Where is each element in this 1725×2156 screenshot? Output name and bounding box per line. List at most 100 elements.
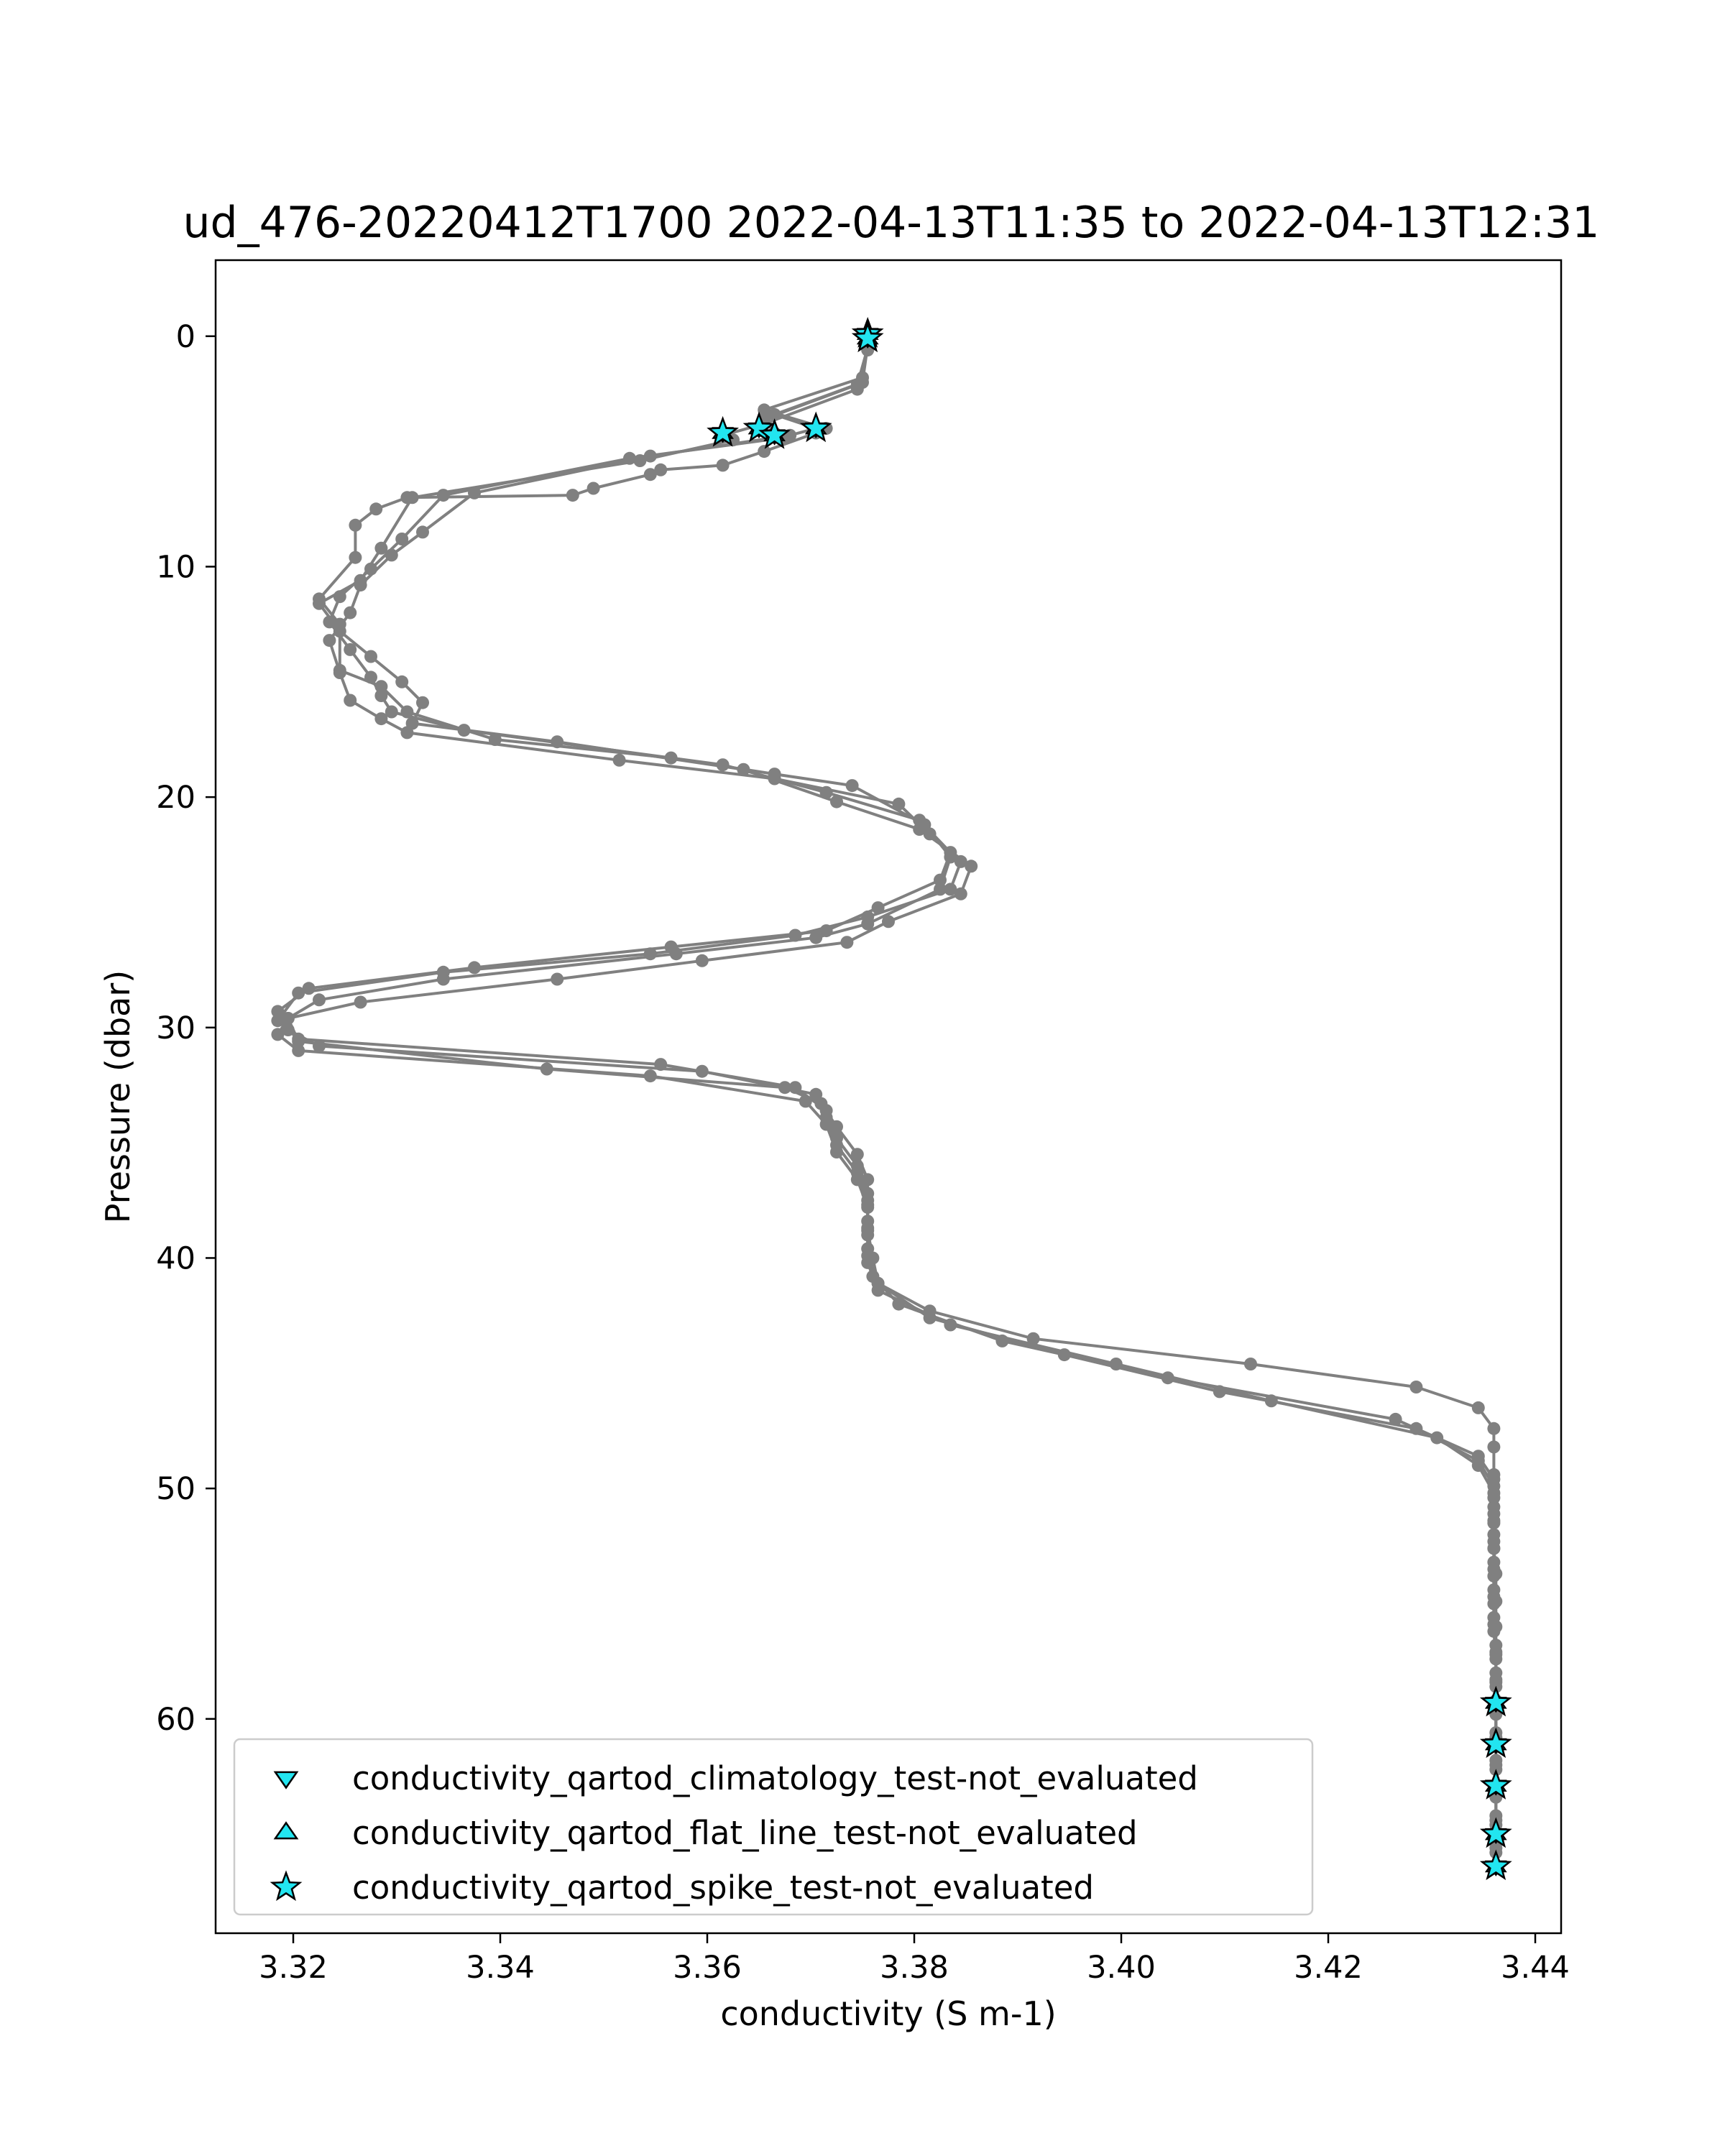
data-point <box>799 1095 812 1108</box>
legend: conductivity_qartod_climatology_test-not… <box>233 1738 1314 1916</box>
spike-marker <box>742 411 776 443</box>
data-point <box>954 854 967 868</box>
data-point <box>1389 1412 1402 1426</box>
data-point <box>395 533 409 545</box>
data-point <box>944 883 957 896</box>
y-tick-label: 10 <box>156 549 196 585</box>
data-point <box>1487 1597 1501 1611</box>
flag-marker-layer <box>707 317 1512 1881</box>
spike-marker <box>758 418 791 449</box>
data-point <box>292 1044 305 1057</box>
x-tick-label: 3.36 <box>673 1950 742 1986</box>
data-point <box>313 1039 326 1053</box>
data-point <box>1109 1358 1123 1370</box>
data-point <box>819 924 833 938</box>
x-tick-label: 3.44 <box>1501 1950 1570 1986</box>
spike-marker <box>851 321 884 353</box>
plot-area <box>271 317 1512 1881</box>
data-point <box>1487 1514 1501 1527</box>
data-point <box>369 502 383 516</box>
series-layer <box>271 329 1503 1859</box>
data-point <box>374 541 388 555</box>
x-tick-label: 3.34 <box>466 1950 535 1986</box>
data-point <box>1471 1459 1485 1473</box>
data-point <box>871 1284 885 1297</box>
data-point <box>882 915 895 929</box>
legend-marker-triangle-up <box>273 1821 299 1840</box>
data-point <box>344 642 357 656</box>
spike-marker <box>1479 1727 1512 1759</box>
data-point <box>654 463 668 476</box>
data-point <box>861 1228 875 1242</box>
y-tick-label: 0 <box>176 319 196 355</box>
data-point <box>333 666 346 679</box>
y-axis-ticks: 0 10 20 30 40 50 60 <box>156 319 216 1738</box>
data-point <box>1487 1542 1501 1555</box>
spike-marker <box>707 415 739 447</box>
spike-marker <box>1479 1849 1512 1881</box>
data-point <box>861 1200 875 1214</box>
spike-marker <box>799 411 832 443</box>
data-point <box>385 705 398 719</box>
data-point <box>323 615 336 629</box>
data-point <box>405 491 419 505</box>
data-point <box>954 887 967 900</box>
spike-marker <box>1479 1769 1512 1800</box>
data-point <box>1487 1570 1501 1583</box>
plot-frame <box>214 259 1563 1935</box>
data-point <box>758 445 771 459</box>
spike-marker <box>1479 1817 1512 1848</box>
legend-marker-star <box>270 1870 303 1902</box>
data-point <box>934 873 947 887</box>
qartod-flag-marker <box>1479 1769 1512 1800</box>
legend-entries: conductivity_qartod_climatology_test-not… <box>270 1759 1198 1907</box>
y-tick-label: 30 <box>156 1010 196 1046</box>
data-point <box>850 382 864 396</box>
data-point <box>944 1318 957 1332</box>
data-point <box>871 901 885 915</box>
data-point <box>845 779 859 793</box>
data-point <box>923 827 937 841</box>
data-point <box>758 403 771 417</box>
data-point <box>468 961 481 975</box>
qartod-flag-marker <box>1479 1849 1512 1881</box>
data-point <box>819 1118 833 1131</box>
qartod-flag-marker <box>707 415 739 447</box>
data-point <box>892 797 906 811</box>
data-point <box>281 1012 295 1025</box>
data-point <box>643 468 657 482</box>
data-point <box>349 518 362 532</box>
data-point <box>349 550 362 564</box>
data-point <box>395 675 409 688</box>
data-point <box>1409 1381 1423 1393</box>
data-point <box>354 573 367 587</box>
data-point <box>313 993 326 1007</box>
profile-line-4 <box>276 336 1498 1853</box>
qartod-flag-marker <box>758 418 791 449</box>
data-point <box>374 712 388 726</box>
data-point <box>333 625 346 638</box>
qartod-flag-marker <box>851 321 884 353</box>
data-point <box>695 1064 709 1078</box>
legend-label: conductivity_qartod_flat_line_test-not_e… <box>352 1814 1138 1852</box>
x-tick-label: 3.42 <box>1294 1950 1363 1986</box>
data-point <box>364 562 377 576</box>
data-point <box>292 986 305 1000</box>
legend-label: conductivity_qartod_spike_test-not_evalu… <box>352 1869 1094 1907</box>
y-tick-label: 60 <box>156 1702 196 1738</box>
data-point <box>850 1173 864 1187</box>
data-point <box>1487 1624 1501 1638</box>
data-point <box>551 735 564 749</box>
qartod-flag-marker <box>1479 1817 1512 1848</box>
data-point <box>633 454 647 467</box>
data-point <box>344 606 357 619</box>
data-point <box>830 795 843 808</box>
data-point <box>850 1148 864 1161</box>
y-tick-label: 40 <box>156 1240 196 1276</box>
chart-title: ud_476-20220412T1700 2022-04-13T11:35 to… <box>183 198 1600 248</box>
data-point <box>840 936 854 949</box>
data-point <box>695 954 709 967</box>
data-point <box>271 1005 285 1018</box>
data-point <box>830 1146 843 1158</box>
